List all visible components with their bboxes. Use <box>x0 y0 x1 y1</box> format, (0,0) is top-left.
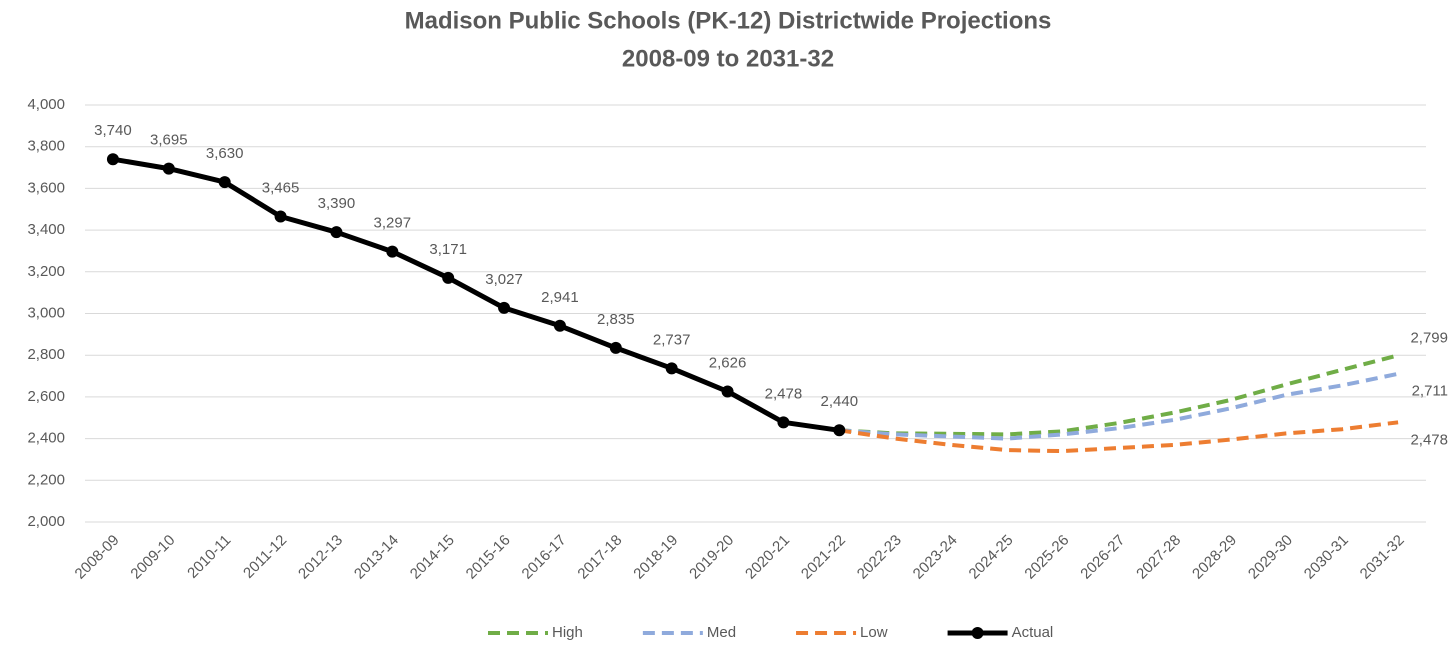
y-tick-label: 4,000 <box>27 96 65 113</box>
data-label: 2,799 <box>1410 329 1448 346</box>
legend-label: High <box>552 624 583 641</box>
x-tick-label: 2026-27 <box>1077 532 1128 583</box>
point-marker <box>833 424 846 437</box>
y-tick-label: 3,800 <box>27 138 65 155</box>
y-tick-label: 2,800 <box>27 346 65 363</box>
x-tick-label: 2012-13 <box>295 532 346 583</box>
data-label: 3,027 <box>485 271 523 288</box>
data-label: 2,626 <box>709 354 747 371</box>
y-tick-label: 3,600 <box>27 179 65 196</box>
x-tick-label: 2018-19 <box>630 532 681 583</box>
x-tick-label: 2024-25 <box>966 532 1017 583</box>
legend-marker <box>971 627 984 639</box>
point-marker <box>442 271 455 284</box>
data-label: 3,297 <box>374 215 412 232</box>
point-marker <box>218 176 231 189</box>
legend-label: Actual <box>1012 624 1054 641</box>
x-tick-label: 2009-10 <box>127 532 178 583</box>
legend-label: Med <box>707 624 736 641</box>
data-label: 2,478 <box>765 385 803 402</box>
y-tick-label: 2,200 <box>27 471 65 488</box>
data-label: 2,941 <box>541 289 579 306</box>
x-tick-label: 2015-16 <box>463 532 514 583</box>
point-marker <box>721 385 734 398</box>
point-marker <box>162 162 175 175</box>
y-tick-label: 2,400 <box>27 430 65 447</box>
x-tick-label: 2011-12 <box>240 532 290 582</box>
x-tick-label: 2029-30 <box>1245 532 1296 583</box>
data-label: 2,737 <box>653 331 691 348</box>
x-tick-label: 2031-32 <box>1357 532 1408 583</box>
x-tick-label: 2028-29 <box>1189 532 1240 583</box>
point-marker <box>609 341 622 354</box>
x-tick-label: 2020-21 <box>742 532 793 583</box>
series-line <box>839 420 1399 454</box>
y-tick-label: 2,600 <box>27 388 65 405</box>
data-label: 2,835 <box>597 311 635 328</box>
x-tick-label: 2027-28 <box>1133 532 1184 583</box>
data-label: 3,630 <box>206 145 244 162</box>
legend-label: Low <box>860 624 888 641</box>
data-label: 2,711 <box>1412 383 1448 400</box>
y-tick-label: 3,200 <box>27 263 65 280</box>
data-label: 2,440 <box>821 393 859 410</box>
x-tick-label: 2030-31 <box>1301 532 1352 583</box>
point-marker <box>106 153 119 166</box>
series-line <box>112 156 840 433</box>
point-marker <box>665 362 678 375</box>
x-tick-label: 2023-24 <box>910 532 961 583</box>
data-label: 3,465 <box>262 180 300 197</box>
point-marker <box>330 226 343 239</box>
data-label: 3,740 <box>94 122 132 139</box>
x-tick-label: 2010-11 <box>184 532 234 582</box>
x-tick-label: 2013-14 <box>351 532 402 583</box>
point-marker <box>498 301 511 314</box>
data-label: 3,171 <box>429 241 467 258</box>
y-tick-label: 3,400 <box>27 221 65 238</box>
x-tick-label: 2014-15 <box>407 532 458 583</box>
chart-subtitle: 2008-09 to 2031-32 <box>622 45 834 72</box>
series-line <box>839 371 1399 441</box>
y-tick-label: 3,000 <box>27 304 65 321</box>
x-tick-label: 2008-09 <box>72 532 123 583</box>
x-tick-label: 2022-23 <box>854 532 905 583</box>
chart-title: Madison Public Schools (PK-12) Districtw… <box>405 7 1052 34</box>
series-line <box>839 353 1399 437</box>
y-tick-label: 2,000 <box>27 513 65 530</box>
point-marker <box>777 416 790 429</box>
x-tick-label: 2019-20 <box>686 532 737 583</box>
x-tick-label: 2017-18 <box>574 532 625 583</box>
x-tick-label: 2016-17 <box>519 532 570 583</box>
x-tick-label: 2025-26 <box>1021 532 1072 583</box>
point-marker <box>553 319 566 332</box>
x-tick-label: 2021-22 <box>798 532 849 583</box>
point-marker <box>274 210 287 223</box>
point-marker <box>386 245 399 258</box>
data-label: 3,695 <box>150 132 188 149</box>
data-label: 3,390 <box>318 195 356 212</box>
data-label: 2,478 <box>1410 431 1448 448</box>
